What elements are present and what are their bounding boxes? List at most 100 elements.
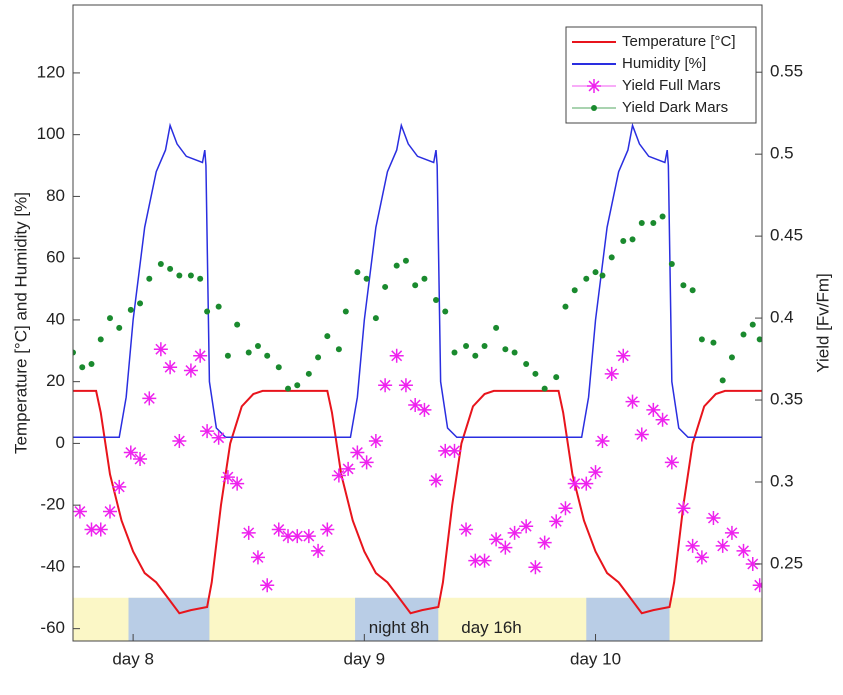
dot-marker (698, 336, 705, 343)
dot-marker (728, 354, 735, 361)
dot-marker (481, 342, 488, 349)
dot-marker (79, 364, 86, 371)
dot-marker (638, 220, 645, 227)
asterisk-marker (163, 360, 178, 375)
y2-tick-label: 0.45 (770, 226, 803, 245)
asterisk-marker (112, 479, 127, 494)
dot-marker (710, 339, 717, 346)
dot-marker (629, 236, 636, 243)
dot-marker (402, 257, 409, 264)
dot-marker (493, 324, 500, 331)
dot-marker (342, 308, 349, 315)
asterisk-marker (634, 427, 649, 442)
x-tick-label: day 10 (570, 649, 621, 668)
legend-marker (587, 79, 601, 93)
legend-label: Yield Full Mars (622, 77, 721, 94)
asterisk-marker (389, 348, 404, 363)
dot-marker (354, 269, 361, 276)
dot-marker (756, 336, 762, 343)
dot-marker (157, 260, 164, 267)
y-tick-label: -40 (40, 556, 65, 575)
asterisk-marker (459, 522, 474, 537)
dot-marker (275, 364, 282, 371)
asterisk-marker (398, 378, 413, 393)
night-band (128, 597, 210, 641)
asterisk-marker (290, 529, 305, 544)
dot-marker (740, 331, 747, 338)
dot-marker (553, 374, 560, 381)
y-tick-label: -20 (40, 495, 65, 514)
asterisk-marker (706, 511, 721, 526)
y-tick-label: 60 (46, 248, 65, 267)
asterisk-marker (142, 391, 157, 406)
asterisk-marker (350, 445, 365, 460)
asterisk-marker (301, 529, 316, 544)
dot-marker (571, 287, 578, 294)
asterisk-marker (676, 501, 691, 516)
dot-marker (749, 321, 756, 328)
dot-marker (393, 262, 400, 269)
asterisk-marker (359, 455, 374, 470)
y-tick-label: 20 (46, 371, 65, 390)
dot-marker (382, 283, 389, 290)
dot-marker (599, 272, 606, 279)
dot-marker (608, 254, 615, 261)
dot-marker (719, 377, 726, 384)
dot-marker (620, 238, 627, 245)
dot-marker (197, 275, 204, 282)
dot-marker (73, 349, 76, 356)
x-tick-label: day 8 (112, 649, 154, 668)
night-band (586, 597, 670, 641)
dot-marker (532, 370, 539, 377)
dot-marker (650, 220, 657, 227)
asterisk-marker (549, 514, 564, 529)
dot-marker (204, 308, 211, 315)
dot-marker (176, 272, 183, 279)
dot-marker (294, 382, 301, 389)
y2-tick-label: 0.25 (770, 553, 803, 572)
asterisk-marker (752, 578, 762, 593)
y2-tick-label: 0.4 (770, 308, 794, 327)
series-line (73, 389, 762, 615)
asterisk-marker (604, 366, 619, 381)
asterisk-marker (183, 363, 198, 378)
asterisk-marker (625, 394, 640, 409)
asterisk-marker (616, 348, 631, 363)
dot-marker (285, 385, 292, 392)
y-tick-label: 0 (56, 433, 65, 452)
legend-item: Temperature [°C] (572, 33, 736, 50)
y2-tick-label: 0.55 (770, 62, 803, 81)
legend-item: Yield Full Mars (572, 77, 721, 94)
series-line (73, 122, 762, 438)
dot-marker (116, 324, 123, 331)
dot-marker (659, 213, 666, 220)
dot-marker (668, 260, 675, 267)
dot-marker (689, 287, 696, 294)
dot-marker (187, 272, 194, 279)
night-band (355, 597, 439, 641)
y2-tick-label: 0.3 (770, 471, 794, 490)
dot-marker (146, 275, 153, 282)
asterisk-marker (193, 348, 208, 363)
dot-marker (324, 333, 331, 340)
annotation: day 16h (461, 618, 522, 637)
asterisk-marker (241, 525, 256, 540)
asterisk-marker (123, 445, 138, 460)
asterisk-marker (646, 402, 661, 417)
dot-marker (215, 303, 222, 310)
dot-marker (106, 315, 113, 322)
legend-label: Temperature [°C] (622, 33, 736, 50)
asterisk-marker (341, 461, 356, 476)
asterisk-marker (153, 342, 168, 357)
y-tick-label: 40 (46, 309, 65, 328)
dot-marker (305, 370, 312, 377)
asterisk-marker (588, 465, 603, 480)
y-tick-label: 120 (37, 62, 65, 81)
y2-axis-label: Yield [Fv/Fm] (813, 273, 832, 373)
asterisk-marker (736, 543, 751, 558)
asterisk-marker (260, 578, 275, 593)
y-axis-label: Temperature [°C] and Humidity [%] (11, 192, 30, 454)
legend-label: Yield Dark Mars (622, 99, 728, 116)
asterisk-marker (73, 504, 87, 519)
